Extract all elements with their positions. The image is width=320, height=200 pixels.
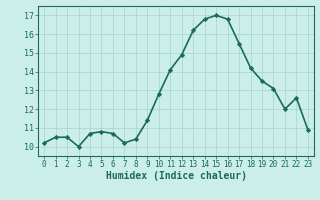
X-axis label: Humidex (Indice chaleur): Humidex (Indice chaleur) [106,171,246,181]
